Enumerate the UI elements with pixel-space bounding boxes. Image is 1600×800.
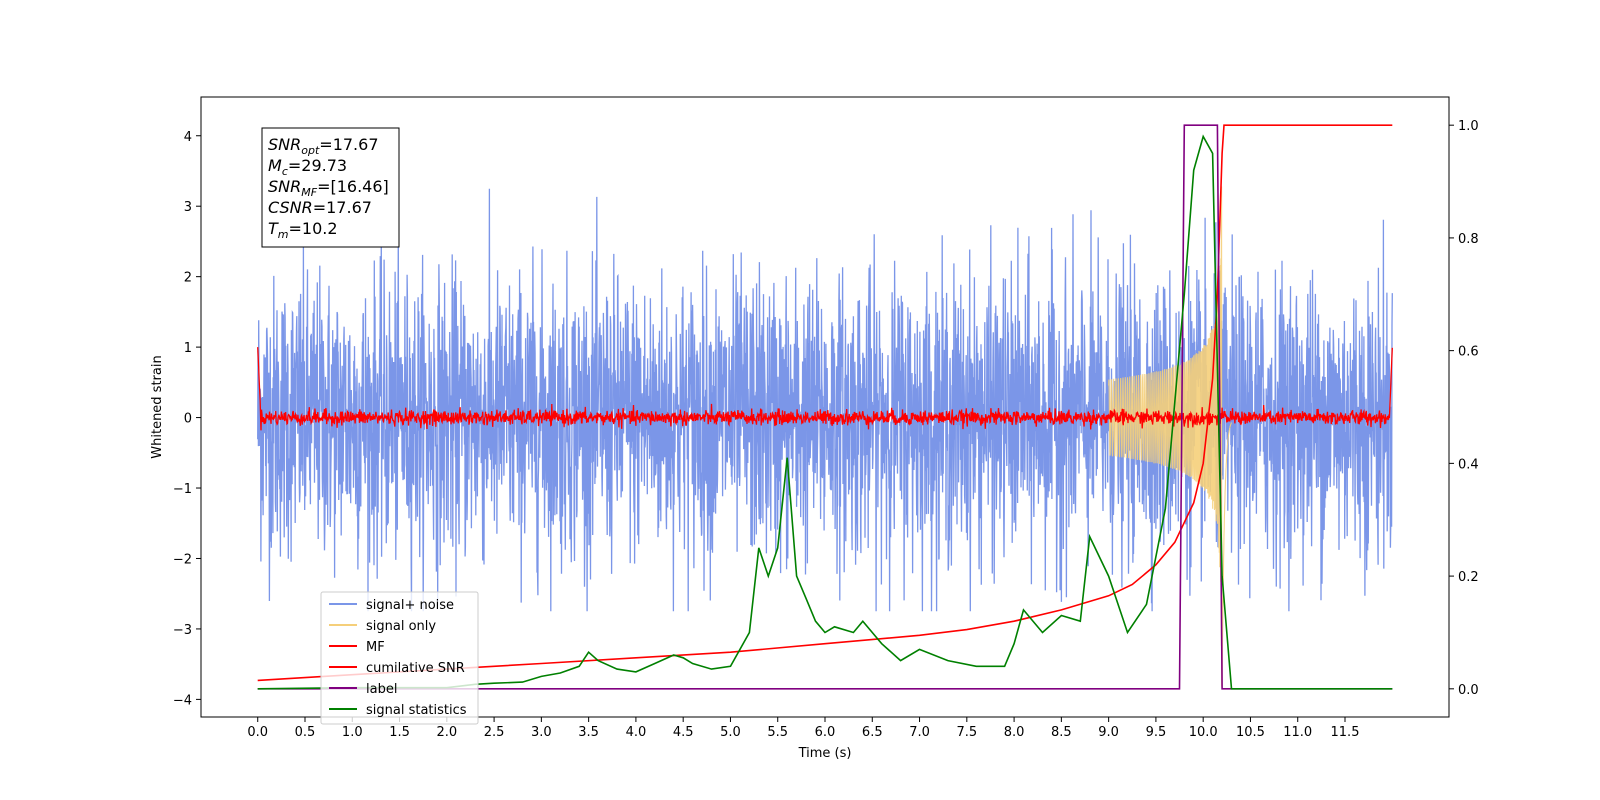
x-tick-label: 8.0 [1004,725,1025,740]
y-tick-label: −1 [173,482,192,497]
x-tick-label: 0.5 [295,725,316,740]
y-axis-title: Whitened strain [150,355,165,458]
x-tick-label: 2.0 [436,725,457,740]
y-tick-label: −4 [173,693,192,708]
x-tick-label: 5.0 [720,725,741,740]
y-tick-label: 3 [184,200,192,215]
x-tick-label: 4.0 [626,725,647,740]
x-tick-label: 8.5 [1051,725,1072,740]
y-tick-label: 1 [184,341,192,356]
series-mf-line [257,347,1393,431]
y-tick-label: 2 [184,271,192,286]
annotation-line: CSNR=17.67 [268,198,372,217]
x-tick-label: 6.5 [862,725,883,740]
legend-label: MF [366,640,385,655]
x-tick-label: 6.0 [815,725,836,740]
x-tick-label: 3.5 [578,725,599,740]
x-tick-label: 9.5 [1146,725,1167,740]
legend-label: signal statistics [366,703,467,718]
legend-label: signal+ noise [366,598,454,613]
series-signal-only-line [1108,186,1233,687]
legend: signal+ noise signal only MF cumilative SNR… [320,591,479,725]
x-axis-title: Time (s) [798,746,852,761]
y-tick-label: −2 [173,552,192,567]
annotation-line: SNRopt=17.67 [268,135,379,157]
x-tick-label: 2.5 [484,725,505,740]
y-tick-label: −3 [173,623,192,638]
y2-tick-label: 0.6 [1458,345,1479,360]
annotation-line: Mc=29.73 [268,156,347,178]
annotation-line: Tm=10.2 [268,219,338,241]
x-tick-label: 10.5 [1236,725,1265,740]
series-signal-statistics-line [257,134,1393,690]
x-tick-label: 11.0 [1283,725,1312,740]
x-tick-label: 11.5 [1331,725,1360,740]
x-tick-label: 7.0 [909,725,930,740]
x-tick-label: 3.0 [531,725,552,740]
y-tick-label: 0 [184,412,192,427]
y-tick-label: 4 [184,130,192,145]
y2-tick-label: 0.8 [1458,232,1479,247]
y2-tick-label: 0.4 [1458,457,1479,472]
legend-label: label [366,682,397,697]
y2-tick-label: 0.2 [1458,570,1479,585]
legend-frame [320,591,479,725]
x-tick-label: 5.5 [767,725,788,740]
x-tick-label: 0.0 [247,725,268,740]
x-tick-label: 10.0 [1189,725,1218,740]
axes-layer: 0.0 0.5 1.0 1.5 2.0 2.5 3.0 3.5 4.0 4.5 5.0 5.5 6.0 6… [173,119,1479,740]
y2-tick-label: 0.0 [1458,683,1479,698]
x-tick-label: 4.5 [673,725,694,740]
annotation-line: SNRMF=[16.46] [268,177,389,199]
annotation-box: SNRopt=17.67Mc=29.73SNRMF=[16.46]CSNR=17… [261,127,400,248]
annotation-frame [261,127,400,248]
x-tick-label: 1.5 [389,725,410,740]
y2-tick-label: 1.0 [1458,119,1479,134]
x-tick-label: 9.0 [1098,725,1119,740]
series-layer [257,124,1393,690]
x-tick-label: 7.5 [956,725,977,740]
legend-label: cumilative SNR [366,661,465,676]
x-tick-label: 1.0 [342,725,363,740]
legend-label: signal only [366,619,436,634]
